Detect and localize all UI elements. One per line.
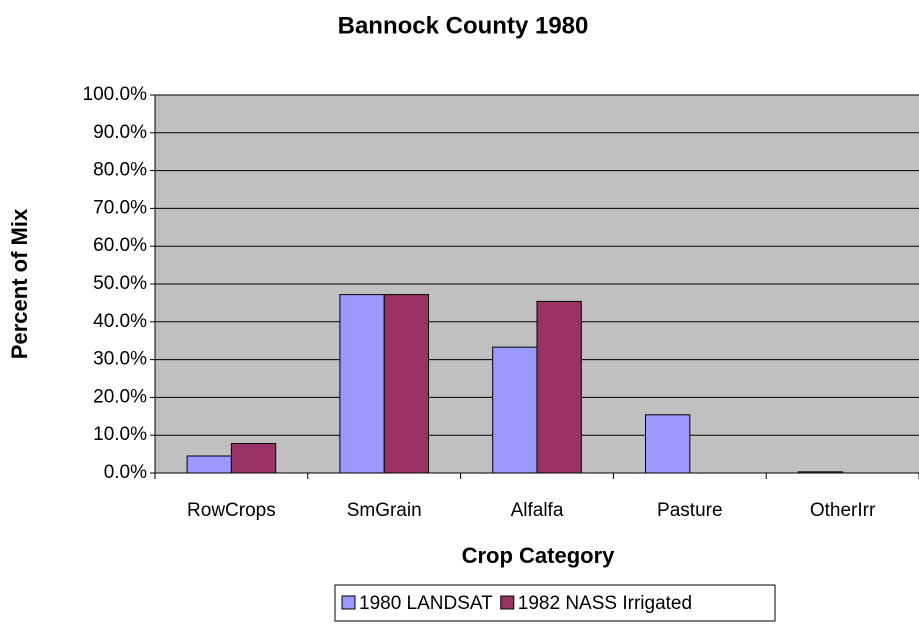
y-tick-label: 30.0%	[93, 349, 147, 370]
y-tick-label: 100.0%	[83, 84, 148, 105]
bar	[536, 300, 582, 474]
y-tick-label: 80.0%	[93, 160, 147, 181]
y-tick-label: 70.0%	[93, 197, 147, 218]
legend-swatch	[341, 595, 356, 610]
x-tick-label: OtherIrr	[810, 500, 876, 521]
bar	[383, 294, 430, 474]
x-tick-label: Pasture	[657, 500, 722, 521]
y-tick-label: 10.0%	[93, 424, 147, 445]
chart-title: Bannock County 1980	[338, 12, 589, 39]
legend-box	[334, 584, 776, 622]
bar	[230, 443, 277, 474]
y-tick-label: 0.0%	[104, 462, 147, 483]
bar	[186, 455, 232, 474]
bar	[492, 346, 538, 474]
bar	[644, 414, 691, 474]
x-tick-label: SmGrain	[347, 500, 422, 521]
legend-swatch	[500, 595, 515, 610]
y-tick-label: 20.0%	[93, 386, 147, 407]
y-tick-label: 90.0%	[93, 122, 147, 143]
x-axis-title: Crop Category	[462, 543, 616, 568]
legend-label: 1980 LANDSAT	[359, 593, 493, 614]
y-tick-label: 50.0%	[93, 273, 147, 294]
x-tick-label: RowCrops	[187, 500, 276, 521]
y-tick-label: 40.0%	[93, 311, 147, 332]
legend-label: 1982 NASS Irrigated	[518, 593, 692, 614]
y-axis-title: Percent of Mix	[7, 208, 32, 359]
bar	[339, 294, 385, 474]
x-tick-label: Alfalfa	[511, 500, 564, 521]
bar	[797, 471, 844, 474]
y-tick-label: 60.0%	[93, 235, 147, 256]
